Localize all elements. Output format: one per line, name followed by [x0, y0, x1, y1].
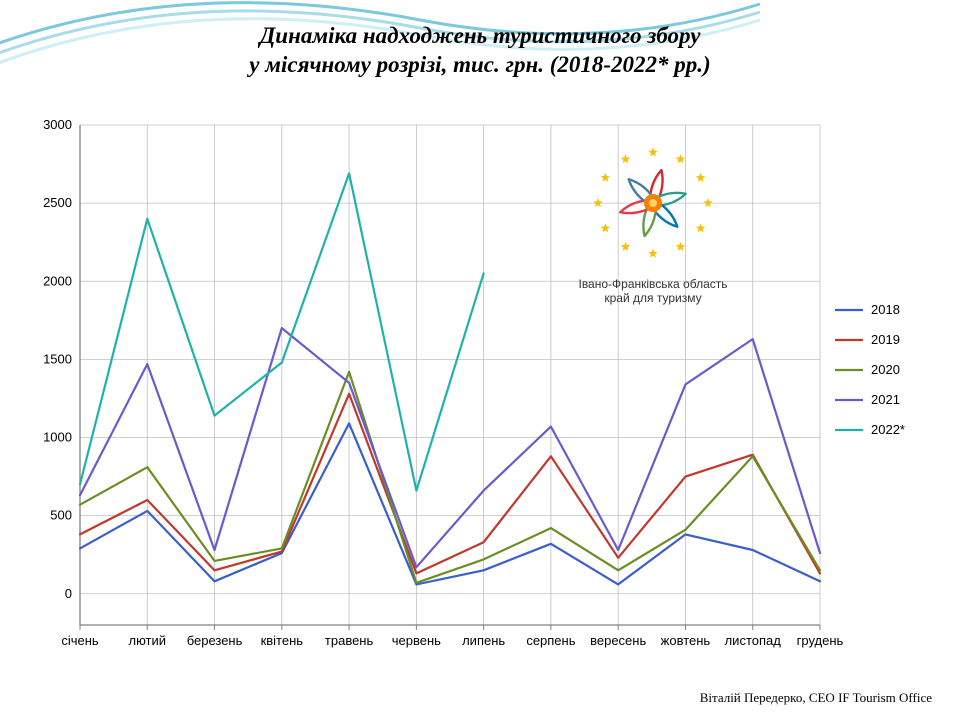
- x-tick-label: жовтень: [661, 633, 711, 648]
- legend-item-2019: 2019: [871, 332, 900, 347]
- legend-item-2020: 2020: [871, 362, 900, 377]
- y-tick-label: 2000: [43, 273, 72, 288]
- y-tick-label: 0: [65, 586, 72, 601]
- title-line-2: у місячному розрізі, тис. грн. (2018-202…: [0, 51, 960, 80]
- flower-logo-icon: [563, 133, 743, 268]
- x-tick-label: січень: [61, 633, 99, 648]
- logo-caption-line-2: край для туризму: [563, 291, 743, 305]
- legend-item-2018: 2018: [871, 302, 900, 317]
- y-tick-label: 3000: [43, 117, 72, 132]
- y-tick-label: 1000: [43, 430, 72, 445]
- x-tick-label: вересень: [590, 633, 646, 648]
- region-logo: Івано-Франківська область край для туриз…: [563, 133, 743, 306]
- x-tick-label: грудень: [797, 633, 844, 648]
- legend-item-2022*: 2022*: [871, 422, 905, 437]
- x-tick-label: травень: [325, 633, 374, 648]
- series-line-2020: [80, 372, 820, 583]
- title-line-1: Динаміка надходжень туристичного збору: [0, 22, 960, 51]
- y-tick-label: 2500: [43, 195, 72, 210]
- logo-caption: Івано-Франківська область край для туриз…: [563, 277, 743, 306]
- series-line-2021: [80, 328, 820, 567]
- x-tick-label: червень: [392, 633, 441, 648]
- y-tick-label: 1500: [43, 351, 72, 366]
- x-tick-label: березень: [187, 633, 243, 648]
- y-tick-label: 500: [50, 508, 72, 523]
- x-tick-label: лютий: [129, 633, 167, 648]
- legend-item-2021: 2021: [871, 392, 900, 407]
- chart-title: Динаміка надходжень туристичного збору у…: [0, 22, 960, 80]
- line-chart: 0 500 1000 1500 2000 2500 3000 січень лютий берез…: [20, 115, 940, 670]
- logo-caption-line-1: Івано-Франківська область: [563, 277, 743, 291]
- x-tick-label: серпень: [526, 633, 575, 648]
- footer-credit: Віталій Передерко, CEO IF Tourism Office: [700, 690, 932, 706]
- x-tick-label: листопад: [725, 633, 782, 648]
- x-tick-label: квітень: [261, 633, 304, 648]
- x-tick-label: липень: [462, 633, 505, 648]
